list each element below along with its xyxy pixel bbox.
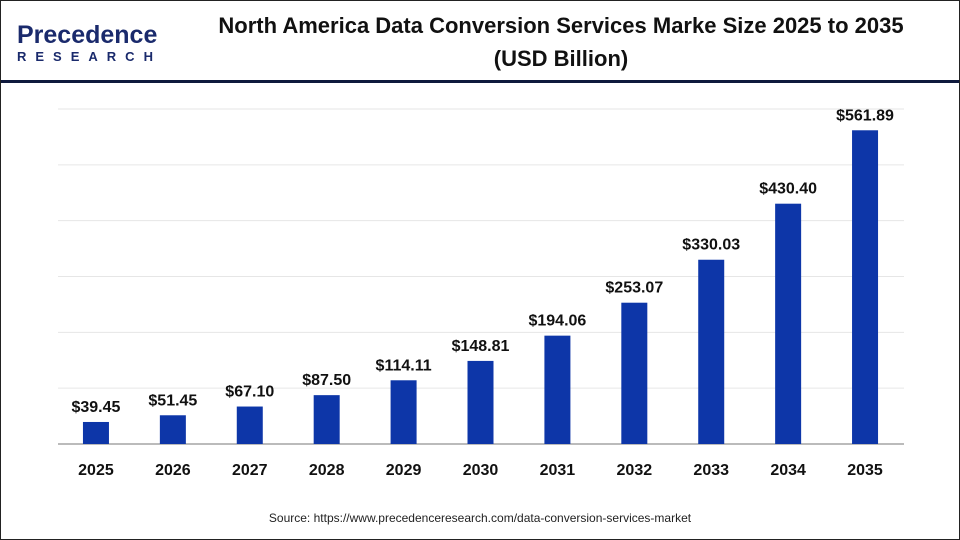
- x-tick-label: 2028: [309, 462, 345, 479]
- data-label: $253.07: [605, 280, 663, 297]
- bar: [467, 360, 494, 444]
- x-tick-label: 2027: [232, 462, 268, 479]
- chart-title: North America Data Conversion Services M…: [218, 13, 904, 71]
- bar: [852, 130, 879, 444]
- data-label: $87.50: [302, 372, 351, 389]
- logo-line1: Precedence: [17, 21, 158, 49]
- bar-chart: $39.45 2025 $51.45 2026 $67.10 2027 $87.50 2028…: [58, 107, 904, 479]
- data-label: $39.45: [71, 399, 120, 416]
- x-tick-label: 2030: [463, 462, 499, 479]
- x-tick-label: 2031: [540, 462, 576, 479]
- bar: [775, 203, 802, 444]
- data-label: $114.11: [376, 357, 432, 374]
- x-tick-label: 2034: [770, 462, 806, 479]
- x-tick-label: 2032: [617, 462, 653, 479]
- data-label: $148.81: [452, 338, 510, 355]
- x-tick-label: 2025: [78, 462, 114, 479]
- header: Precedence RESEARCH North America Data C…: [1, 1, 959, 83]
- bar: [698, 259, 725, 444]
- x-tick-label: 2033: [693, 462, 729, 479]
- x-tick-label: 2026: [155, 462, 191, 479]
- bar: [82, 421, 109, 444]
- bar: [621, 302, 648, 444]
- source-note: Source: https://www.precedenceresearch.c…: [268, 511, 692, 525]
- bar: [544, 335, 571, 444]
- bar: [313, 395, 340, 444]
- x-tick-label: 2035: [847, 462, 883, 479]
- data-label: $194.06: [528, 313, 586, 330]
- data-label: $430.40: [759, 181, 817, 198]
- precedence-research-logo: Precedence RESEARCH: [17, 21, 162, 65]
- data-label: $330.03: [682, 237, 740, 254]
- logo-line2: RESEARCH: [17, 49, 162, 64]
- data-label: $561.89: [836, 107, 894, 124]
- x-tick-label: 2029: [386, 462, 422, 479]
- bar: [390, 380, 417, 444]
- bar: [159, 415, 186, 444]
- bar: [236, 406, 263, 444]
- data-label: $67.10: [225, 384, 274, 401]
- data-label: $51.45: [148, 392, 197, 409]
